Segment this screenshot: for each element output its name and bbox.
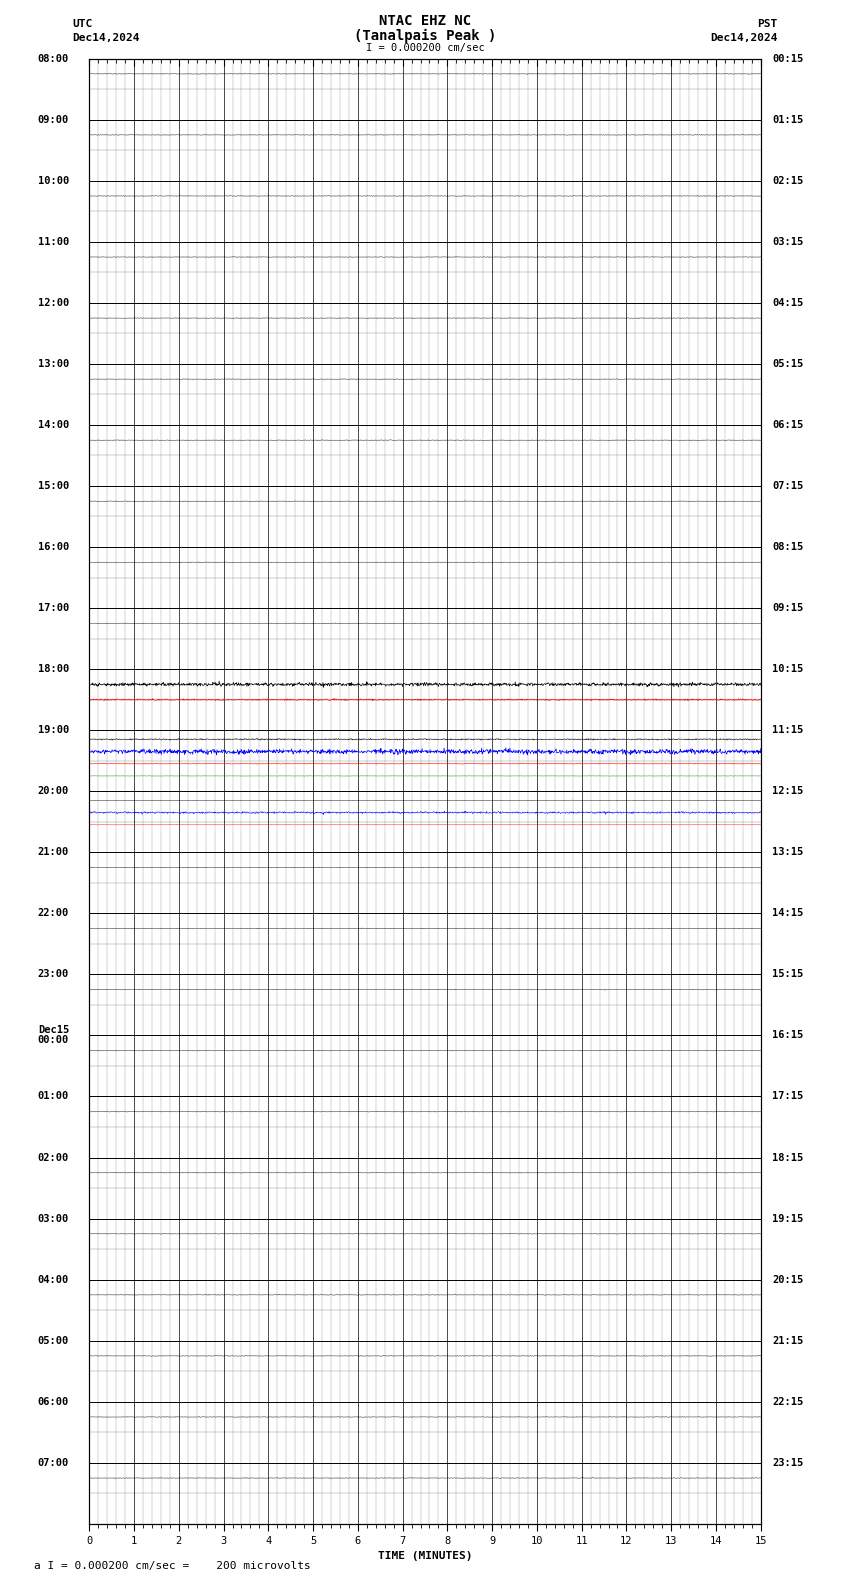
Text: 14:00: 14:00 — [38, 420, 69, 429]
Text: 19:15: 19:15 — [772, 1213, 803, 1223]
Text: 07:00: 07:00 — [38, 1457, 69, 1468]
Text: Dec14,2024: Dec14,2024 — [72, 33, 139, 43]
Text: 03:15: 03:15 — [772, 236, 803, 247]
Text: 18:15: 18:15 — [772, 1153, 803, 1163]
Text: 21:00: 21:00 — [38, 847, 69, 857]
Text: 13:00: 13:00 — [38, 360, 69, 369]
Text: Dec14,2024: Dec14,2024 — [711, 33, 778, 43]
Text: Dec15: Dec15 — [38, 1025, 69, 1036]
X-axis label: TIME (MINUTES): TIME (MINUTES) — [377, 1551, 473, 1562]
Text: 05:00: 05:00 — [38, 1335, 69, 1346]
Text: 14:15: 14:15 — [772, 908, 803, 919]
Text: 04:00: 04:00 — [38, 1275, 69, 1285]
Text: 12:15: 12:15 — [772, 786, 803, 797]
Text: 08:15: 08:15 — [772, 542, 803, 551]
Text: I = 0.000200 cm/sec: I = 0.000200 cm/sec — [366, 43, 484, 52]
Text: 03:00: 03:00 — [38, 1213, 69, 1223]
Text: 00:00: 00:00 — [38, 1036, 69, 1045]
Text: 10:15: 10:15 — [772, 664, 803, 675]
Text: 09:15: 09:15 — [772, 604, 803, 613]
Text: 17:00: 17:00 — [38, 604, 69, 613]
Text: 23:15: 23:15 — [772, 1457, 803, 1468]
Text: 22:15: 22:15 — [772, 1397, 803, 1407]
Text: 15:15: 15:15 — [772, 969, 803, 979]
Text: 07:15: 07:15 — [772, 482, 803, 491]
Text: 11:15: 11:15 — [772, 725, 803, 735]
Text: 11:00: 11:00 — [38, 236, 69, 247]
Text: 19:00: 19:00 — [38, 725, 69, 735]
Text: 16:15: 16:15 — [772, 1031, 803, 1041]
Text: 10:00: 10:00 — [38, 176, 69, 185]
Text: 17:15: 17:15 — [772, 1091, 803, 1101]
Text: 18:00: 18:00 — [38, 664, 69, 675]
Text: 15:00: 15:00 — [38, 482, 69, 491]
Text: 06:15: 06:15 — [772, 420, 803, 429]
Text: 20:00: 20:00 — [38, 786, 69, 797]
Text: 01:00: 01:00 — [38, 1091, 69, 1101]
Text: 01:15: 01:15 — [772, 114, 803, 125]
Text: 23:00: 23:00 — [38, 969, 69, 979]
Text: 09:00: 09:00 — [38, 114, 69, 125]
Text: 08:00: 08:00 — [38, 54, 69, 63]
Text: 04:15: 04:15 — [772, 298, 803, 307]
Text: 02:00: 02:00 — [38, 1153, 69, 1163]
Text: 02:15: 02:15 — [772, 176, 803, 185]
Text: 05:15: 05:15 — [772, 360, 803, 369]
Text: 12:00: 12:00 — [38, 298, 69, 307]
Text: (Tanalpais Peak ): (Tanalpais Peak ) — [354, 29, 496, 43]
Text: a I = 0.000200 cm/sec =    200 microvolts: a I = 0.000200 cm/sec = 200 microvolts — [34, 1562, 311, 1571]
Text: 06:00: 06:00 — [38, 1397, 69, 1407]
Text: 13:15: 13:15 — [772, 847, 803, 857]
Text: 16:00: 16:00 — [38, 542, 69, 551]
Text: PST: PST — [757, 19, 778, 29]
Text: NTAC EHZ NC: NTAC EHZ NC — [379, 14, 471, 29]
Text: UTC: UTC — [72, 19, 93, 29]
Text: 21:15: 21:15 — [772, 1335, 803, 1346]
Text: 22:00: 22:00 — [38, 908, 69, 919]
Text: 20:15: 20:15 — [772, 1275, 803, 1285]
Text: 00:15: 00:15 — [772, 54, 803, 63]
